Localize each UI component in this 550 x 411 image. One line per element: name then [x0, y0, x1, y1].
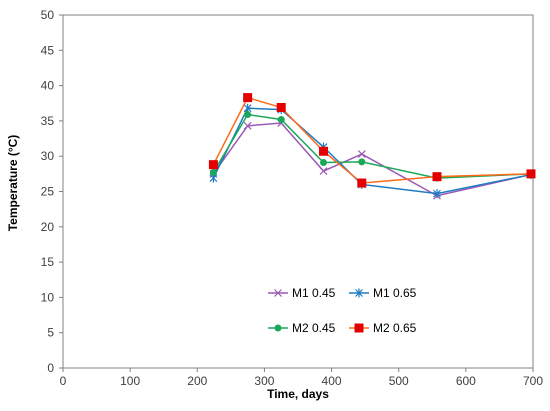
data-point [208, 160, 218, 170]
data-point [319, 146, 329, 156]
y-tick-label: 5 [47, 326, 54, 340]
x-tick-label: 500 [389, 374, 409, 388]
series-layer [208, 93, 536, 200]
legend: M1 0.45 M1 0.65 M2 0.45 M2 0.65 [268, 286, 417, 335]
legend-item: M1 0.65 [349, 286, 417, 300]
series-line [212, 107, 532, 195]
y-tick-label: 25 [41, 185, 55, 199]
x-tick-label: 700 [523, 374, 543, 388]
data-point [432, 172, 442, 182]
legend-item: M1 0.45 [268, 286, 336, 300]
y-tick-label: 20 [41, 220, 55, 234]
plot-area-frame [62, 14, 534, 369]
series-m1-0-65 [209, 103, 535, 199]
data-point [357, 150, 366, 159]
x-tick-label: 0 [60, 374, 67, 388]
y-tick-label: 45 [41, 43, 55, 57]
legend-label: M1 0.65 [373, 286, 417, 300]
data-point [526, 169, 536, 179]
y-tick-label: 10 [41, 290, 55, 304]
series-m2-0-45 [209, 111, 535, 182]
x-tick-label: 400 [322, 374, 342, 388]
data-point [320, 159, 328, 167]
data-point [274, 289, 282, 297]
series-line [212, 96, 532, 184]
data-point [274, 324, 282, 332]
legend-item: M2 0.65 [349, 321, 417, 335]
data-point [276, 102, 286, 112]
y-tick-label: 30 [41, 149, 55, 163]
x-tick-label: 100 [120, 374, 140, 388]
y-tick-label: 0 [47, 361, 54, 375]
y-tick-label: 40 [41, 79, 55, 93]
series-m2-0-65 [208, 93, 536, 188]
legend-label: M2 0.45 [292, 321, 336, 335]
legend-label: M2 0.65 [373, 321, 417, 335]
data-point [243, 121, 252, 130]
y-tick-label: 15 [41, 255, 55, 269]
legend-label: M1 0.45 [292, 286, 336, 300]
data-point [357, 178, 367, 188]
data-point [319, 167, 328, 175]
data-point [433, 189, 441, 199]
x-tick-label: 600 [456, 374, 476, 388]
y-tick-label: 50 [41, 8, 55, 22]
x-tick-label: 200 [187, 374, 207, 388]
x-axis-title: Time, days [267, 387, 329, 401]
data-point [277, 115, 285, 123]
data-point [243, 93, 253, 103]
y-axis-title: Temperature (°C) [6, 135, 20, 232]
data-point [354, 323, 364, 333]
data-point [355, 288, 363, 298]
x-tick-label: 300 [254, 374, 274, 388]
series-m1-0-45 [209, 119, 535, 200]
data-point [244, 111, 252, 119]
data-point [209, 168, 217, 176]
legend-item: M2 0.45 [268, 321, 336, 335]
data-point [358, 158, 366, 166]
y-tick-label: 35 [41, 114, 55, 128]
